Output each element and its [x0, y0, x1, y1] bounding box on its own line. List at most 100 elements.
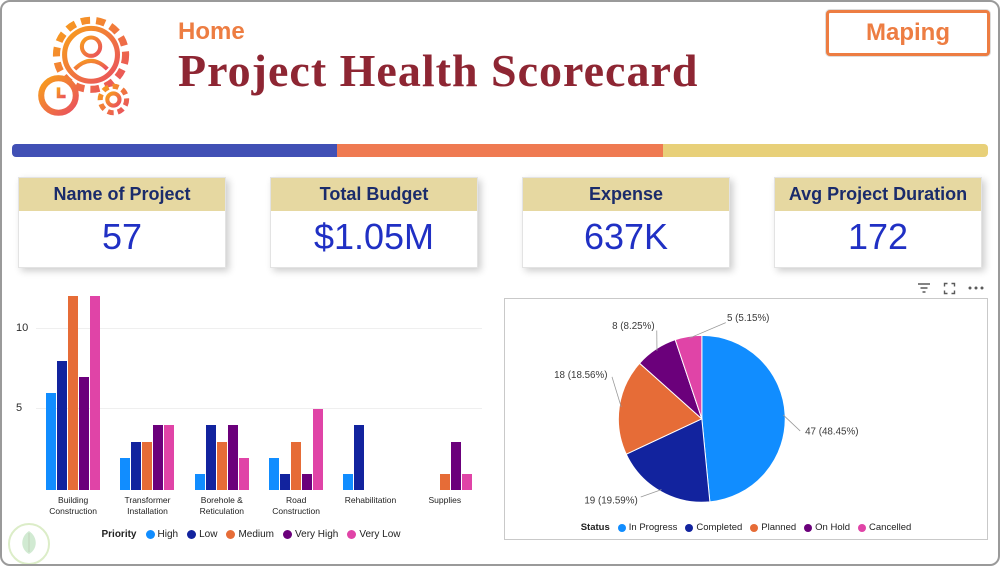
bar-borehole-reticulation-low[interactable] [205, 425, 216, 490]
kpi-card-avg-project-duration: Avg Project Duration 172 [774, 177, 982, 268]
bar-groups [36, 290, 482, 490]
status-legend-item-cancelled[interactable]: Cancelled [858, 522, 911, 533]
pie-chart-card: 47 (48.45%) 19 (19.59%) 18 (18.56%) 8 (8.25… [504, 298, 988, 541]
bar-road-construction-very-high[interactable] [302, 473, 313, 490]
bar-road-construction-very-low[interactable] [313, 409, 324, 490]
home-link[interactable]: Home [178, 18, 245, 45]
bar-building-construction-very-high[interactable] [79, 377, 90, 490]
priority-legend-item-low[interactable]: Low [187, 529, 217, 540]
status-legend-item-completed[interactable]: Completed [685, 522, 742, 533]
bar-transformer-installation-medium[interactable] [142, 441, 153, 490]
legend-label: On Hold [815, 522, 851, 534]
pie-label-leader-line [688, 322, 726, 339]
kpi-label: Total Budget [271, 178, 477, 211]
priority-legend-item-high[interactable]: High [145, 529, 178, 540]
bar-building-construction-very-low[interactable] [90, 296, 101, 490]
bar-rehabilitation-high[interactable] [343, 473, 354, 490]
legend-dot-icon [804, 523, 813, 532]
priority-legend-title: Priority [101, 529, 137, 541]
status-legend-item-planned[interactable]: Planned [750, 522, 796, 533]
legend-label: Low [199, 529, 218, 541]
legend-dot-icon [187, 530, 197, 540]
charts-row: 5 10 Building Construction Transformer Ins… [2, 280, 998, 541]
legend-dot-icon [283, 530, 293, 540]
divider-segment-orange [337, 144, 663, 157]
kpi-label: Avg Project Duration [775, 178, 981, 211]
pie-label-leader-line [640, 489, 662, 498]
x-axis-category-label: Rehabilitation [344, 495, 397, 505]
legend-dot-icon [858, 523, 867, 532]
bar-building-construction-medium[interactable] [68, 296, 79, 490]
visual-header [504, 280, 988, 296]
x-axis-category-label: Building Construction [49, 495, 98, 517]
maping-button[interactable]: Maping [826, 10, 990, 56]
bar-supplies-very-low[interactable] [461, 473, 472, 490]
kpi-label: Name of Project [19, 178, 225, 211]
bar-borehole-reticulation-very-high[interactable] [227, 425, 238, 490]
divider-segment-khaki [662, 144, 988, 157]
y-gridline: 10 [16, 322, 482, 334]
bar-road-construction-low[interactable] [280, 473, 291, 490]
bar-building-construction-high[interactable] [46, 393, 57, 490]
divider-segment-blue [12, 144, 338, 157]
bar-rehabilitation-low[interactable] [354, 425, 365, 490]
bar-road-construction-medium[interactable] [291, 441, 302, 490]
bar-chart-legend: Priority High Low Medium Very High Very Low [12, 529, 490, 540]
bar-borehole-reticulation-medium[interactable] [216, 441, 227, 490]
legend-label: Medium [238, 529, 275, 541]
pie-data-label-cancelled: 5 (5.15%) [727, 313, 769, 324]
bar-group-building-construction [36, 296, 110, 490]
bar-transformer-installation-very-low[interactable] [164, 425, 175, 490]
bar-borehole-reticulation-very-low[interactable] [238, 457, 249, 490]
legend-dot-icon [685, 523, 694, 532]
filter-icon[interactable] [917, 282, 931, 294]
more-options-icon[interactable] [968, 286, 984, 290]
kpi-card-expense: Expense 637K [522, 177, 730, 268]
header: Home Project Health Scorecard Maping [2, 2, 998, 144]
pie-chart-svg: 47 (48.45%) 19 (19.59%) 18 (18.56%) 8 (8.25… [554, 313, 858, 507]
kpi-value: $1.05M [313, 216, 435, 257]
bar-borehole-reticulation-high[interactable] [194, 473, 205, 490]
bar-building-construction-low[interactable] [57, 360, 68, 490]
y-axis-tick-label: 5 [16, 402, 23, 415]
priority-legend-item-medium[interactable]: Medium [226, 529, 274, 540]
legend-dot-icon [617, 523, 626, 532]
bar-supplies-very-high[interactable] [450, 441, 461, 490]
status-legend-item-on-hold[interactable]: On Hold [804, 522, 850, 533]
logo-icon [28, 6, 150, 128]
pie-slice-cancelled[interactable] [674, 334, 703, 419]
pie-slice-planned[interactable] [617, 362, 703, 455]
legend-label: Cancelled [869, 522, 912, 534]
bar-transformer-installation-very-high[interactable] [153, 425, 164, 490]
priority-legend-item-very-high[interactable]: Very High [283, 529, 338, 540]
legend-label: Planned [761, 522, 797, 534]
bar-transformer-installation-high[interactable] [120, 457, 131, 490]
pie-label-leader-line [611, 376, 622, 408]
bar-road-construction-high[interactable] [269, 457, 280, 490]
kpi-value: 57 [101, 216, 143, 257]
divider-bar [12, 144, 988, 157]
x-axis-category-label: Supplies [428, 495, 462, 505]
y-gridline: 5 [16, 402, 482, 414]
pie-slice-in-progress[interactable] [701, 334, 786, 503]
bar-group-rehabilitation [333, 425, 407, 490]
legend-dot-icon [750, 523, 759, 532]
bar-transformer-installation-low[interactable] [131, 441, 142, 490]
status-legend-item-in-progress[interactable]: In Progress [617, 522, 677, 533]
kpi-value: 637K [583, 216, 669, 257]
x-axis-category-label: Borehole & Reticulation [199, 495, 245, 517]
pie-data-label-in-progress: 47 (48.45%) [805, 426, 858, 437]
pie-chart-legend: Status In Progress Completed Planned On Hold… [505, 522, 987, 533]
pie-slice-completed[interactable] [625, 418, 711, 503]
legend-label: Very Low [359, 529, 401, 541]
pie-data-label-completed: 19 (19.59%) [584, 496, 637, 507]
x-axis-category-label: Transformer Installation [124, 495, 171, 517]
pie-data-label-planned: 18 (18.56%) [554, 370, 607, 381]
priority-legend-item-very-low[interactable]: Very Low [347, 529, 401, 541]
kpi-label: Expense [523, 178, 729, 211]
kpi-row: Name of Project 57 Total Budget $1.05M E… [2, 177, 998, 268]
focus-mode-icon[interactable] [943, 282, 956, 295]
bar-supplies-medium[interactable] [439, 473, 450, 490]
x-axis-category-label: Road Construction [272, 495, 320, 517]
